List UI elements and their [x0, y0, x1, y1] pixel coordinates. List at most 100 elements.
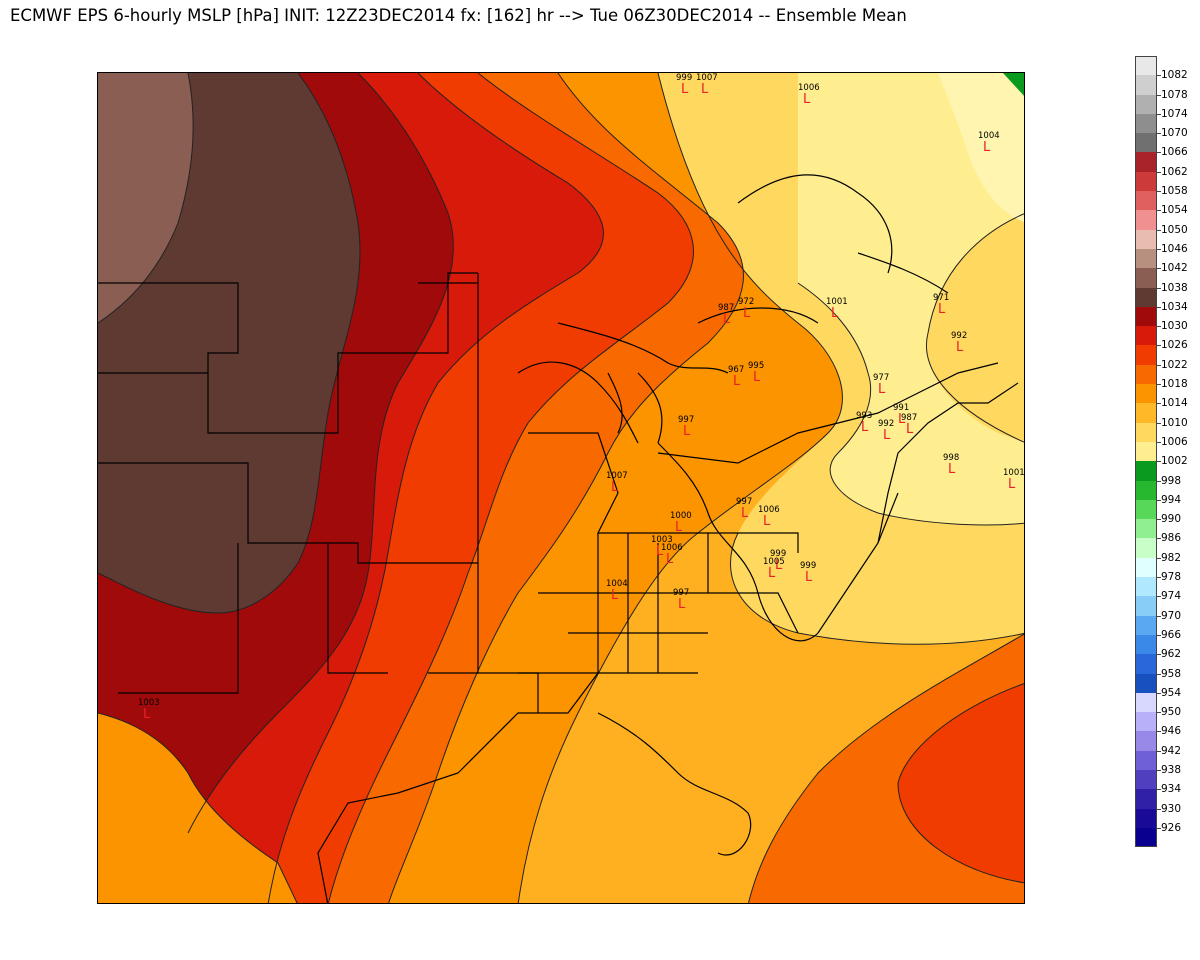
chart-title: ECMWF EPS 6-hourly MSLP [hPa] INIT: 12Z2… [10, 6, 907, 25]
legend-label: 962 [1161, 648, 1182, 661]
legend-entry: 966 [1135, 615, 1189, 640]
low-center-marker: L [675, 520, 683, 535]
low-center-value: 971 [933, 293, 950, 303]
legend-tick [1157, 461, 1161, 463]
legend-tick [1157, 769, 1161, 771]
legend-tick [1157, 403, 1161, 405]
legend-tick [1157, 789, 1161, 791]
legend-swatch [1135, 480, 1157, 500]
low-center-marker: L [898, 412, 906, 427]
legend-entry: 1066 [1135, 133, 1189, 158]
legend-swatch [1135, 789, 1157, 809]
legend-label: 1078 [1161, 88, 1188, 101]
legend-tick [1157, 171, 1161, 173]
legend-swatch [1135, 499, 1157, 520]
low-center-value: 999 [676, 73, 693, 83]
low-center-marker: L [741, 506, 749, 521]
legend-entry: 1002 [1135, 441, 1189, 467]
low-center-value: 993 [856, 411, 873, 421]
legend-label: 978 [1161, 571, 1182, 584]
legend-entry: 950 [1135, 692, 1189, 718]
legend-entry [1135, 827, 1189, 848]
low-center-value: 995 [748, 361, 765, 371]
legend-entry: 930 [1135, 789, 1189, 814]
low-center-value: 1007 [696, 73, 718, 83]
legend-label: 1026 [1161, 339, 1188, 352]
legend-swatch [1135, 326, 1157, 346]
legend-tick [1157, 287, 1161, 289]
legend-label: 986 [1161, 532, 1182, 545]
legend-entry: 986 [1135, 519, 1189, 544]
region-1038 [98, 73, 194, 323]
legend-entry: 1026 [1135, 326, 1189, 351]
legend-tick [1157, 577, 1161, 579]
low-center-value: 997 [736, 497, 753, 507]
low-center-value: 1006 [758, 505, 780, 515]
legend-label: 1030 [1161, 320, 1188, 333]
legend-swatch [1135, 634, 1157, 655]
legend-label: 930 [1161, 802, 1182, 815]
legend-label: 1010 [1161, 416, 1188, 429]
low-center-marker: L [803, 92, 811, 107]
legend-tick [1157, 306, 1161, 308]
legend-entry: 958 [1135, 654, 1189, 679]
legend-tick [1157, 673, 1161, 675]
legend-tick [1157, 557, 1161, 559]
legend-entry: 1006 [1135, 422, 1189, 447]
legend-swatch [1135, 712, 1157, 732]
coastlines [98, 174, 1019, 903]
legend-entry: 938 [1135, 750, 1189, 775]
low-center-value: 977 [873, 373, 890, 383]
legend-swatch [1135, 56, 1157, 76]
legend-tick [1157, 113, 1161, 115]
low-center-value: 997 [678, 415, 695, 425]
low-center-marker: L [948, 462, 956, 477]
legend-tick [1157, 712, 1161, 714]
low-center-value: 1004 [978, 131, 1000, 141]
legend-label: 966 [1161, 628, 1182, 641]
legend-label: 1006 [1161, 435, 1188, 448]
legend-label: 1062 [1161, 165, 1188, 178]
region-1002-atlantic [798, 73, 1024, 525]
low-center-value: 992 [951, 331, 968, 341]
legend-tick [1157, 422, 1161, 424]
legend-swatch [1135, 538, 1157, 558]
legend-entry: 1042 [1135, 248, 1189, 274]
legend-label: 1054 [1161, 204, 1188, 217]
legend-tick [1157, 384, 1161, 386]
legend-swatch [1135, 403, 1157, 423]
low-center-marker: L [878, 382, 886, 397]
legend-entry: 974 [1135, 577, 1189, 602]
low-center-marker: L [956, 340, 964, 355]
low-center-value: 1001 [826, 297, 848, 307]
legend-tick [1157, 441, 1161, 443]
legend-label: 990 [1161, 513, 1182, 526]
legend-entry: 1054 [1135, 191, 1189, 216]
low-center-marker: L [768, 566, 776, 581]
legend-tick [1157, 480, 1161, 482]
legend-tick [1157, 94, 1161, 96]
legend-label: 1022 [1161, 358, 1188, 371]
legend-label: 1082 [1161, 69, 1188, 82]
legend-swatch [1135, 769, 1157, 790]
legend-tick [1157, 808, 1161, 810]
low-center-marker: L [938, 302, 946, 317]
legend-label: 950 [1161, 706, 1182, 719]
low-center-value: 987 [718, 303, 735, 313]
legend-entry: 1038 [1135, 268, 1189, 293]
legend-swatch [1135, 750, 1157, 770]
legend-swatch [1135, 268, 1157, 288]
legend-swatch [1135, 441, 1157, 462]
legend-entry: 994 [1135, 480, 1189, 505]
legend-label: 1058 [1161, 185, 1188, 198]
region-998-corner [1003, 73, 1024, 96]
legend-entry: 934 [1135, 769, 1189, 795]
legend-entry: 1070 [1135, 113, 1189, 139]
legend-entry: 1034 [1135, 287, 1189, 312]
legend-entry: 926 [1135, 808, 1189, 833]
low-center-marker: L [861, 420, 869, 435]
region-1002-ne [938, 73, 1024, 223]
legend-label: 954 [1161, 686, 1182, 699]
legend-label: 982 [1161, 551, 1182, 564]
low-center-value: 987 [901, 413, 918, 423]
